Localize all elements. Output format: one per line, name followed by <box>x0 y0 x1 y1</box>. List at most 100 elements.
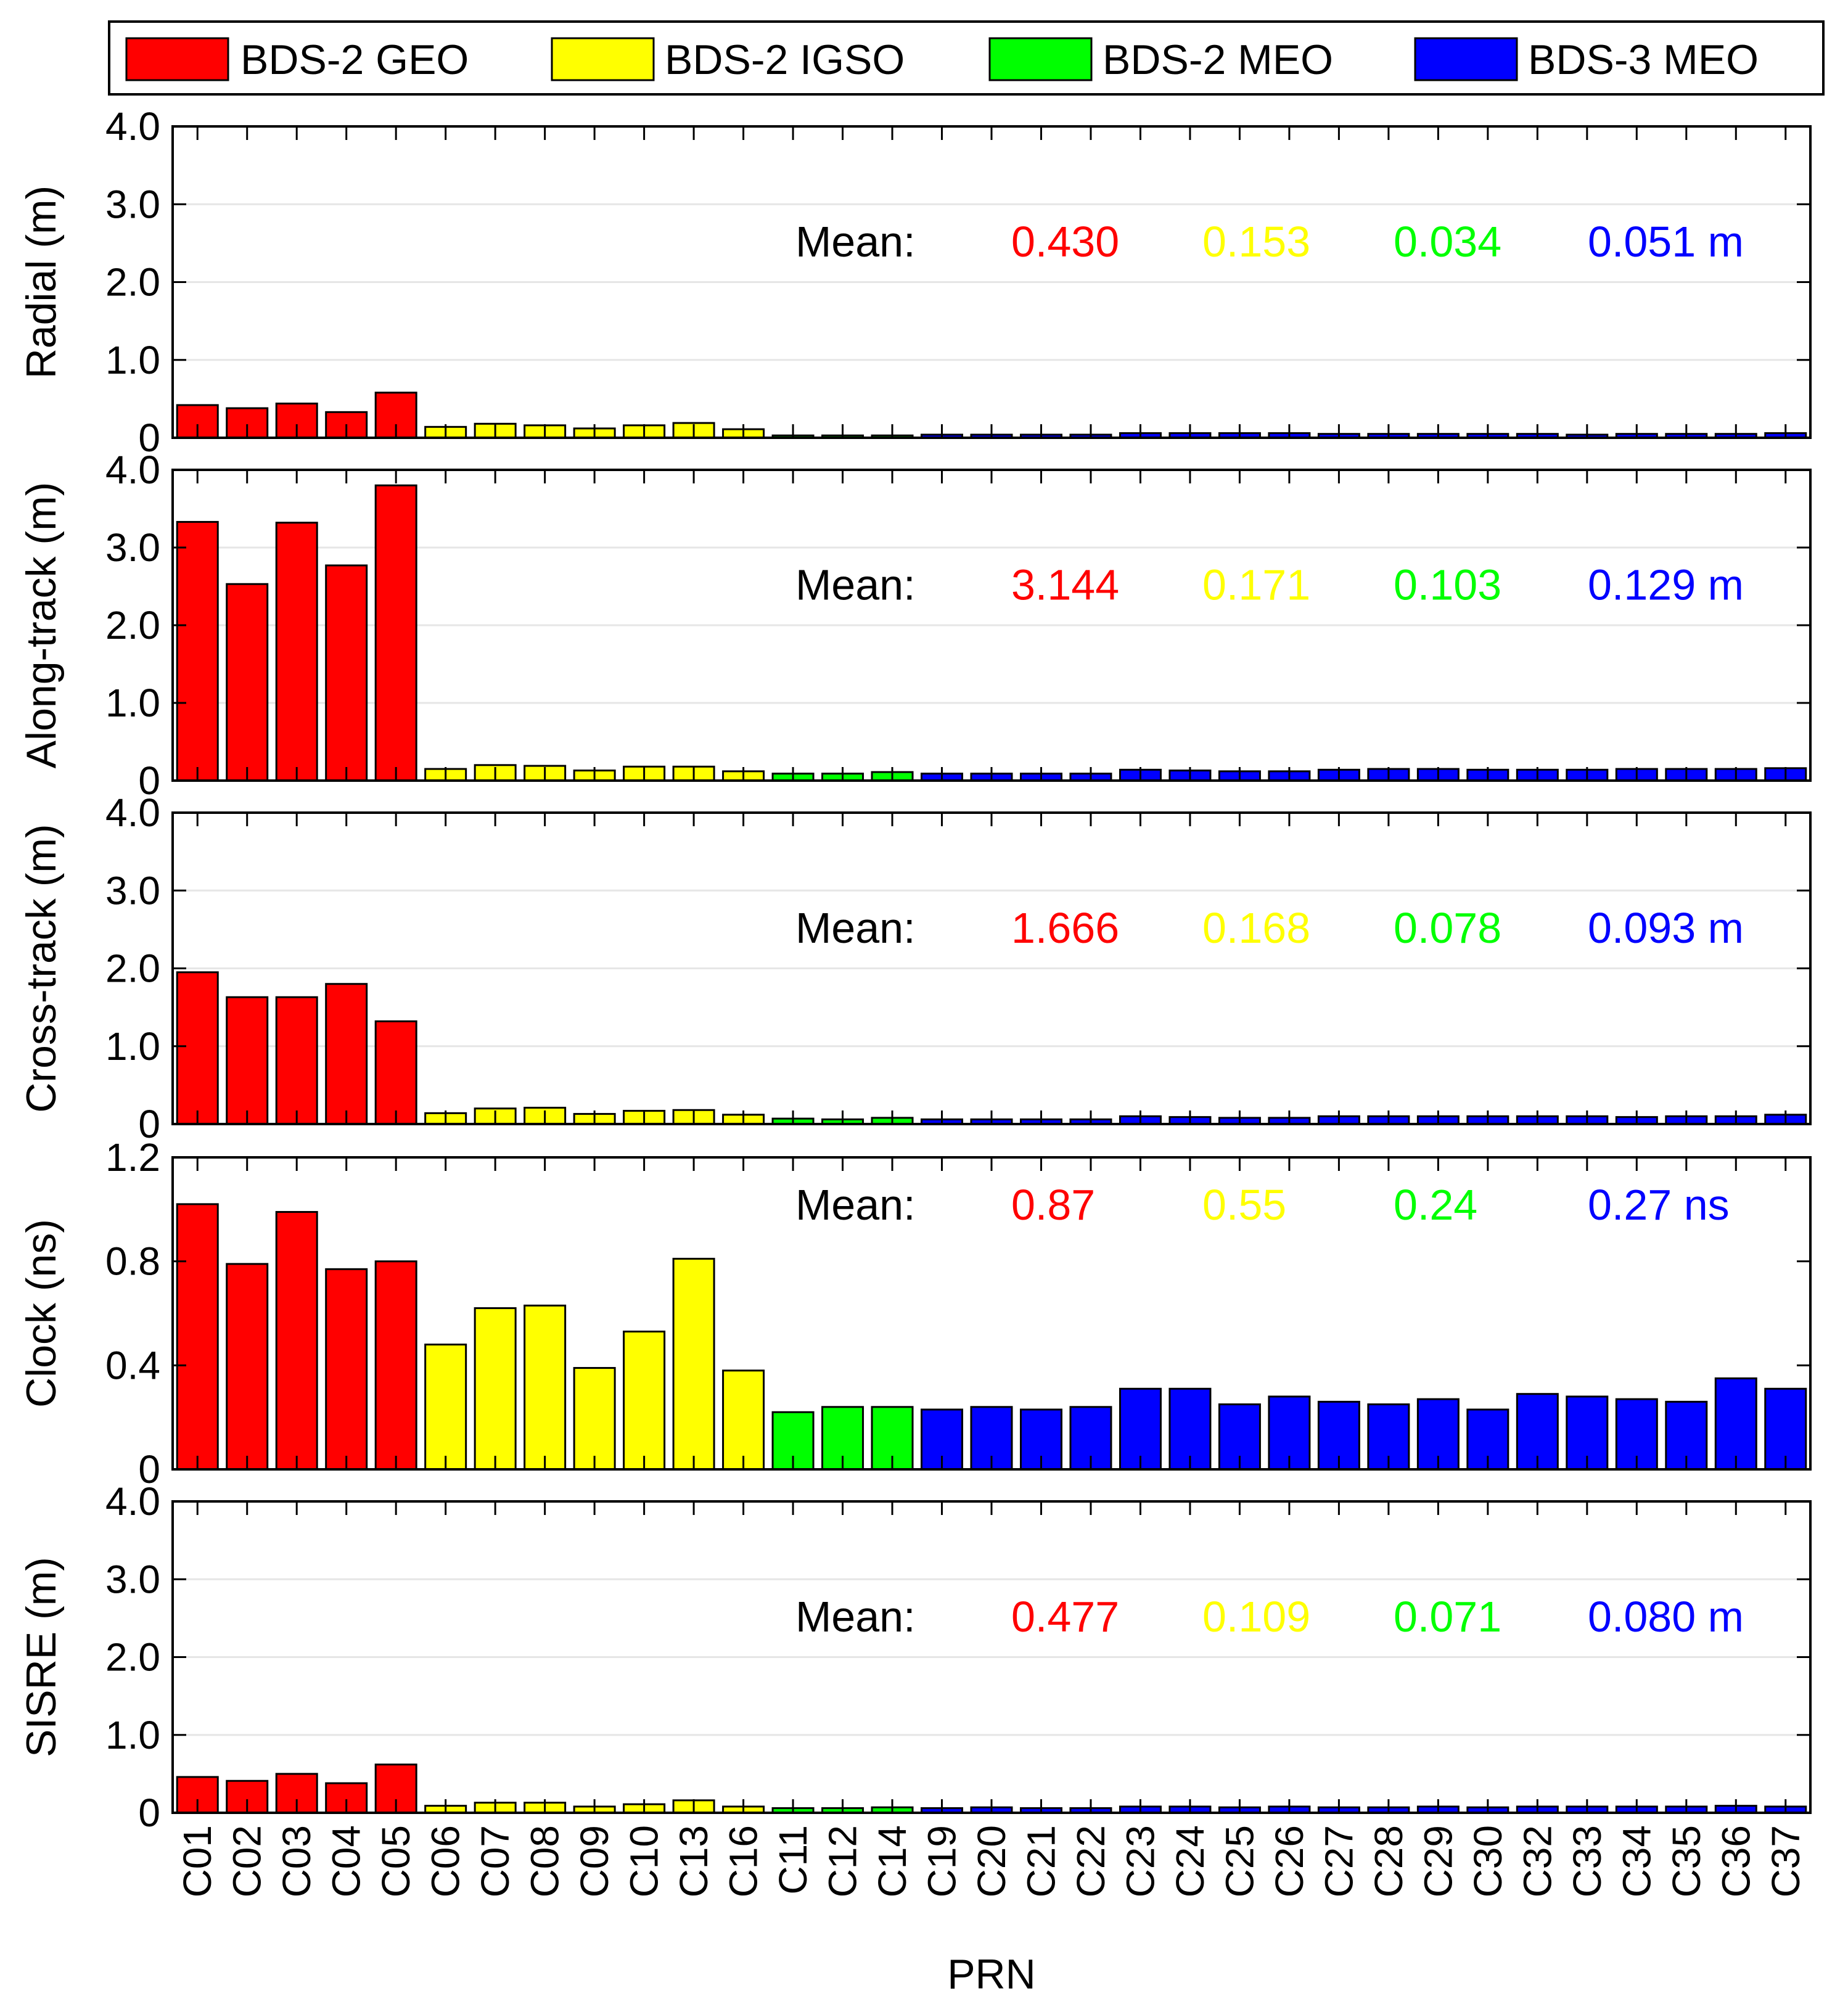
bar-c06 <box>424 1344 467 1471</box>
mean-label: Mean: <box>795 1593 916 1641</box>
panel-5: 0 1.0 2.0 3.0 4.0 SISRE (m) Mean: 0.477 0.109 0.0… <box>18 1479 1812 1835</box>
y-tick-label: 0.4 <box>105 1343 160 1387</box>
bar-c03 <box>275 522 318 782</box>
x-tick-label-c34: C34 <box>1614 1825 1659 1897</box>
bar-c05 <box>374 1020 417 1125</box>
x-tick-label-c16: C16 <box>721 1825 766 1897</box>
x-tick-label-c25: C25 <box>1217 1825 1262 1897</box>
mean-value-bds-2-igso: 0.153 <box>1202 218 1310 266</box>
bar-c13 <box>672 1257 715 1471</box>
x-tick-labels: C01 C02 C03 C04 C05 C06 C07 C08 C09 C10 C13 C16 C11 C… <box>175 1825 1808 1897</box>
y-axis-label: Along-track (m) <box>18 482 65 769</box>
legend-label-b3meo: BDS-3 MEO <box>1528 36 1759 83</box>
mean-label: Mean: <box>795 1181 916 1229</box>
x-tick-label-c06: C06 <box>424 1825 468 1897</box>
x-tick-label-c28: C28 <box>1366 1825 1411 1897</box>
x-tick-label-c08: C08 <box>523 1825 567 1897</box>
bar-c01 <box>176 1203 219 1471</box>
mean-value-bds-3-meo: 0.051 m <box>1588 218 1744 266</box>
y-tick-label: 0 <box>138 416 160 460</box>
x-tick-label-c13: C13 <box>671 1825 716 1897</box>
legend-swatch-geo <box>125 37 229 81</box>
bar-c02 <box>226 583 269 782</box>
y-tick-label: 4.0 <box>105 448 160 492</box>
y-tick-label: 0.8 <box>105 1239 160 1284</box>
x-tick-label-c24: C24 <box>1168 1825 1212 1897</box>
mean-value-bds-2-meo: 0.24 <box>1394 1181 1477 1229</box>
x-tick-label-c02: C02 <box>225 1825 269 1897</box>
x-tick-label-c01: C01 <box>175 1825 220 1897</box>
legend-entry-b3meo: BDS-3 MEO <box>1414 36 1759 83</box>
mean-value-bds-3-meo: 0.080 m <box>1588 1593 1744 1641</box>
mean-value-bds-2-igso: 0.55 <box>1202 1181 1286 1229</box>
x-tick-label-c29: C29 <box>1416 1825 1460 1897</box>
panels: 0 1.0 2.0 3.0 4.0 Radial (m) Mean: 0.430 0.153 0.… <box>18 104 1812 1897</box>
bar-c01 <box>176 971 219 1125</box>
y-tick-label: 3.0 <box>105 525 160 570</box>
y-tick-label: 1.0 <box>105 681 160 725</box>
panel-2: 0 1.0 2.0 3.0 4.0 Along-track (m) Mean: 3.144 0.… <box>18 448 1812 803</box>
bar-c03 <box>275 996 318 1125</box>
y-axis-label: Clock (ns) <box>18 1219 65 1408</box>
y-tick-label: 1.0 <box>105 1024 160 1069</box>
y-tick-label: 1.0 <box>105 1713 160 1757</box>
legend-label-geo: BDS-2 GEO <box>240 36 469 83</box>
panel-3: 0 1.0 2.0 3.0 4.0 Cross-track (m) Mean: 1.666 0.… <box>18 790 1812 1146</box>
bar-c04 <box>325 983 368 1125</box>
legend-label-b2meo: BDS-2 MEO <box>1103 36 1333 83</box>
mean-value-bds-2-meo: 0.071 <box>1394 1593 1501 1641</box>
bar-c04 <box>325 1268 368 1471</box>
y-tick-label: 0 <box>138 758 160 803</box>
x-tick-label-c14: C14 <box>870 1825 914 1897</box>
y-tick-label: 0 <box>138 1102 160 1146</box>
panel-4: 0 0.4 0.8 1.2 Clock (ns) Mean: 0.87 0.55 0.24 0.2… <box>18 1135 1812 1492</box>
x-tick-label-c20: C20 <box>969 1825 1014 1897</box>
x-tick-label-c27: C27 <box>1316 1825 1361 1897</box>
bar-c02 <box>226 1263 269 1471</box>
mean-label: Mean: <box>795 218 916 266</box>
y-tick-label: 1.0 <box>105 338 160 382</box>
y-tick-label: 4.0 <box>105 1479 160 1524</box>
y-tick-label: 3.0 <box>105 182 160 226</box>
bar-c09 <box>573 1367 616 1471</box>
panel-1: 0 1.0 2.0 3.0 4.0 Radial (m) Mean: 0.430 0.153 0.… <box>18 104 1812 460</box>
y-tick-label: 4.0 <box>105 790 160 835</box>
x-tick-label-c21: C21 <box>1019 1825 1063 1897</box>
y-tick-label: 2.0 <box>105 603 160 647</box>
legend-swatch-b3meo <box>1414 37 1518 81</box>
legend-swatch-igso <box>551 37 655 81</box>
mean-value-bds-2-meo: 0.034 <box>1394 218 1501 266</box>
legend: BDS-2 GEO BDS-2 IGSO BDS-2 MEO BDS-3 MEO <box>108 20 1825 96</box>
bar-c07 <box>474 1307 517 1471</box>
legend-entry-geo: BDS-2 GEO <box>125 36 469 83</box>
bar-c01 <box>176 520 219 782</box>
y-tick-label: 0 <box>138 1791 160 1835</box>
mean-value-bds-3-meo: 0.093 m <box>1588 904 1744 952</box>
x-tick-label-c33: C33 <box>1565 1825 1609 1897</box>
mean-value-bds-2-igso: 0.168 <box>1202 904 1310 952</box>
y-axis-label: Radial (m) <box>18 186 65 379</box>
x-tick-label-c05: C05 <box>374 1825 418 1897</box>
x-tick-label-c04: C04 <box>324 1825 369 1897</box>
bar-c05 <box>374 484 417 782</box>
y-tick-label: 2.0 <box>105 946 160 991</box>
bar-c16 <box>722 1369 765 1471</box>
bar-c03 <box>275 1211 318 1471</box>
x-tick-label-c03: C03 <box>274 1825 319 1897</box>
bar-c10 <box>623 1331 666 1471</box>
y-tick-label: 0 <box>138 1447 160 1492</box>
x-tick-label-c22: C22 <box>1069 1825 1113 1897</box>
y-tick-label: 1.2 <box>105 1135 160 1180</box>
legend-label-igso: BDS-2 IGSO <box>665 36 905 83</box>
mean-label: Mean: <box>795 560 916 609</box>
x-tick-label-c10: C10 <box>622 1825 667 1897</box>
mean-value-bds-2-geo: 3.144 <box>1011 560 1119 609</box>
bar-c02 <box>226 996 269 1125</box>
x-tick-label-c07: C07 <box>473 1825 517 1897</box>
mean-value-bds-2-meo: 0.103 <box>1394 560 1501 609</box>
mean-value-bds-2-igso: 0.171 <box>1202 560 1310 609</box>
mean-value-bds-2-geo: 0.477 <box>1011 1593 1119 1641</box>
bar-c05 <box>374 1260 417 1471</box>
x-tick-label-c37: C37 <box>1764 1825 1808 1897</box>
